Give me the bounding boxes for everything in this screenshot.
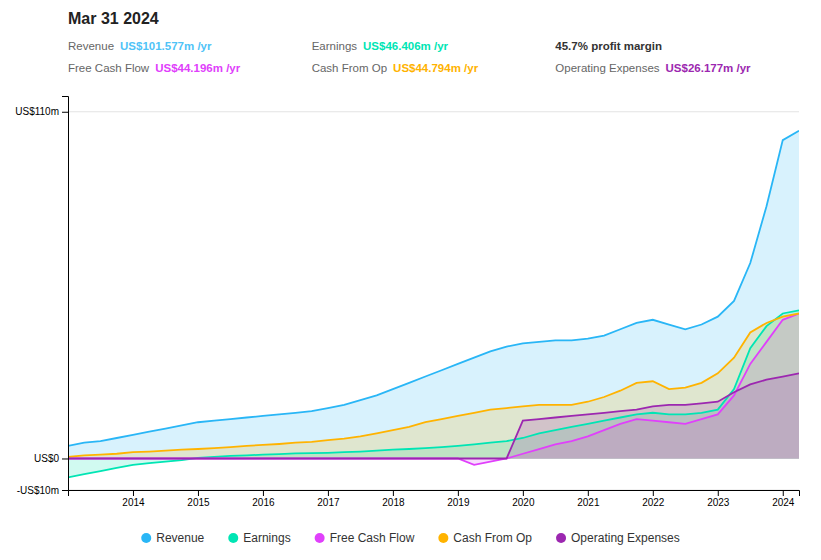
tick-mark — [62, 112, 68, 113]
area — [68, 313, 799, 464]
tick-mark — [783, 490, 784, 496]
legend-label: Revenue — [156, 531, 204, 545]
tick-mark — [523, 490, 524, 496]
title: Mar 31 2024 — [68, 10, 159, 27]
tick: 2016 — [252, 490, 275, 508]
annotation-text: US$26.177m /yr — [666, 62, 752, 74]
axis-domain — [69, 491, 800, 497]
tick-label: 2020 — [512, 497, 535, 508]
tick-mark — [62, 490, 68, 491]
legend-swatch — [438, 533, 448, 543]
tick-label: 2018 — [382, 497, 405, 508]
y-axis: -US$10m US$0 US$110m — [15, 97, 68, 496]
tick-label: 2016 — [252, 497, 275, 508]
tick-label: -US$10m — [17, 485, 59, 496]
chart: Mar 31 2024 Revenue US$101.577m /yr Earning… — [0, 0, 821, 560]
line — [68, 313, 799, 464]
tick-mark — [263, 490, 264, 496]
legend-item: Revenue — [141, 531, 204, 545]
tick-mark — [393, 490, 394, 496]
tick: 2024 — [772, 490, 795, 508]
tick-label: 2022 — [642, 497, 665, 508]
annotation: Revenue US$101.577m /yr — [68, 40, 212, 52]
annotation: Operating Expenses US$26.177m /yr — [555, 62, 751, 74]
legend-item: Free Cash Flow — [315, 531, 415, 545]
tick-label: 2015 — [187, 497, 210, 508]
line — [68, 313, 799, 456]
x-axis: 2014 2015 2016 2017 2018 2019 2020 2021 2022 2023… — [69, 490, 800, 508]
annotation-text: 45.7% profit margin — [555, 40, 662, 52]
tick: US$0 — [34, 453, 68, 464]
line — [68, 131, 799, 446]
tick-label: US$110m — [15, 106, 59, 117]
tick-label: 2019 — [447, 497, 470, 508]
tick-mark — [198, 490, 199, 496]
legend-swatch — [141, 533, 151, 543]
legend: Revenue Earnings Free Cash Flow Cash From O… — [141, 531, 680, 545]
tick-mark — [62, 458, 68, 459]
area — [68, 310, 799, 477]
legend-item: Operating Expenses — [556, 531, 680, 545]
tick: 2014 — [122, 490, 145, 508]
tick-label: 2024 — [772, 497, 795, 508]
annotation-text: US$44.794m /yr — [393, 62, 479, 74]
tick: 2022 — [642, 490, 665, 508]
tick-mark — [718, 490, 719, 496]
annotation-text: US$44.196m /yr — [155, 62, 241, 74]
annotation-label: Earnings — [312, 40, 358, 52]
tick: -US$10m — [17, 485, 68, 496]
legend-label: Free Cash Flow — [330, 531, 415, 545]
tick: 2023 — [707, 490, 730, 508]
annotation: 45.7% profit margin — [555, 40, 662, 52]
legend-item: Cash From Op — [438, 531, 532, 545]
annotation: Cash From Op US$44.794m /yr — [312, 62, 479, 74]
tick-label: 2023 — [707, 497, 730, 508]
annotation-text: US$46.406m /yr — [363, 40, 449, 52]
legend-swatch — [556, 533, 566, 543]
annotation-label: Revenue — [68, 40, 114, 52]
tick: 2015 — [187, 490, 210, 508]
axis-domain — [62, 97, 69, 491]
line — [68, 310, 799, 477]
legend-item: Earnings — [228, 531, 290, 545]
legend-swatch — [228, 533, 238, 543]
area — [68, 313, 799, 458]
annotation-text: US$101.577m /yr — [120, 40, 212, 52]
plot-area — [68, 131, 799, 478]
tick: 2019 — [447, 490, 470, 508]
legend-swatch — [315, 533, 325, 543]
tick-mark — [653, 490, 654, 496]
annotation: Free Cash Flow US$44.196m /yr — [68, 62, 241, 74]
tick: 2018 — [382, 490, 405, 508]
tick-label: 2021 — [577, 497, 600, 508]
annotation-label: Free Cash Flow — [68, 62, 150, 74]
annotation: Earnings US$46.406m /yr — [312, 40, 449, 52]
tick-mark — [588, 490, 589, 496]
legend-label: Operating Expenses — [571, 531, 680, 545]
tick-mark — [458, 490, 459, 496]
grid — [68, 112, 799, 490]
tick: 2021 — [577, 490, 600, 508]
line — [68, 373, 799, 458]
area — [68, 131, 799, 459]
annotation-label: Operating Expenses — [555, 62, 659, 74]
tick-label: 2014 — [122, 497, 145, 508]
grid-line — [68, 111, 799, 112]
tick: 2020 — [512, 490, 535, 508]
tick-label: 2017 — [317, 497, 340, 508]
legend-label: Earnings — [243, 531, 290, 545]
legend-label: Cash From Op — [453, 531, 532, 545]
tick-mark — [133, 490, 134, 496]
tick-mark — [328, 490, 329, 496]
tick: 2017 — [317, 490, 340, 508]
tick: US$110m — [15, 106, 68, 117]
annotation-label: Cash From Op — [312, 62, 387, 74]
tick-label: US$0 — [34, 453, 59, 464]
